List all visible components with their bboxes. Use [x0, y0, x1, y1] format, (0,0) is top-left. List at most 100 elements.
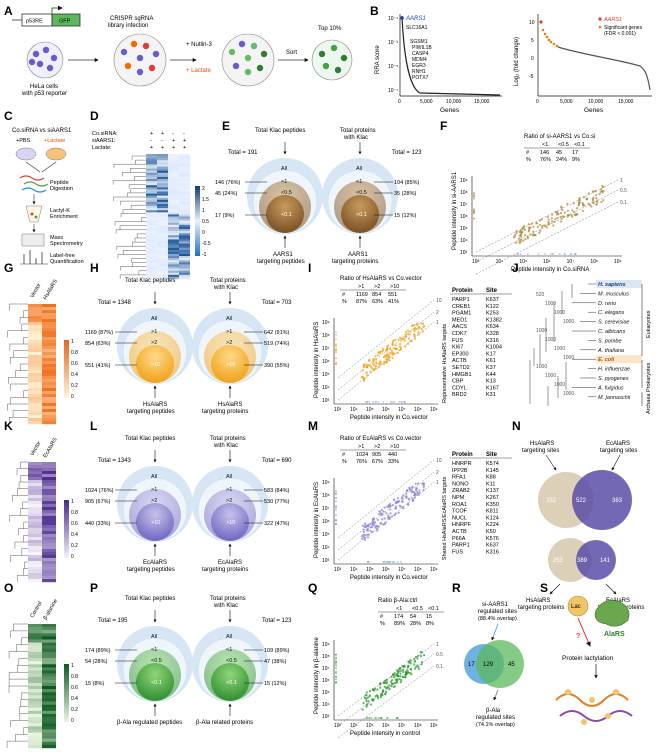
scatter-point: [422, 482, 425, 485]
scatter-point: [394, 678, 397, 681]
left-count: 1024 (76%): [85, 488, 114, 494]
table-head: Site: [486, 288, 498, 294]
y-tick: 10⁷: [322, 346, 330, 352]
d-heat-cell: [179, 274, 190, 278]
g-heat-cell: [42, 334, 56, 338]
d-row-label: siAARS1:: [92, 138, 116, 144]
scatter-point: [410, 496, 413, 499]
k-heat-cell: [28, 561, 42, 565]
k-heat-cell: [28, 549, 42, 553]
o-heat-cell: [42, 717, 56, 721]
d-heat-cell: [146, 172, 157, 176]
d-heat-cell: [179, 268, 190, 271]
s-lactylated-proteins-icon: [555, 689, 633, 725]
scatter-point: [365, 703, 368, 707]
d-tree-branch: [131, 258, 146, 263]
g-heat-cell: [42, 316, 56, 320]
level-label: <0.1: [226, 680, 237, 686]
scatter-point: [335, 361, 337, 364]
r-top-2: regulated sites: [478, 609, 517, 615]
scatter-point: [390, 351, 393, 354]
b-left-highlight: AARS1: [405, 16, 426, 22]
x-tick: 10⁴: [350, 567, 358, 573]
g-heat-cell: [28, 352, 42, 356]
table-site: K350: [486, 502, 499, 508]
scatter-point: [536, 225, 539, 228]
gfp-label: GFP: [59, 19, 71, 25]
d-heat-cell: [157, 208, 168, 211]
b-gene-label: SLC16A1: [406, 25, 428, 31]
d-row-label: Co.siRNA:: [92, 131, 118, 137]
right-total: Total = 123: [392, 150, 422, 156]
d-heat-cell: [179, 243, 190, 246]
o-scale-tick: 1: [71, 663, 74, 669]
o-heat-cell: [42, 670, 56, 674]
k-heat-cell: [42, 528, 56, 532]
d-heat-cell: [146, 274, 157, 278]
d-heat-cell: [146, 191, 157, 194]
g-heat-cell: [28, 391, 42, 395]
table-protein: ACTB: [452, 529, 467, 535]
scatter-point: [520, 238, 523, 241]
scatter-point: [383, 517, 386, 520]
scatter-point: [413, 663, 416, 666]
ratio-header: <0.1: [428, 606, 439, 612]
scatter-point: [570, 213, 573, 217]
scatter-point: [473, 192, 475, 195]
table-site: K11: [486, 481, 495, 487]
panel-b-left-plot: RRA score 10⁻¹ 10⁻³ 10⁻⁵ 10⁻⁷ AARS1 SLC1…: [375, 14, 502, 114]
d-heat-cell: [157, 185, 168, 188]
scatter-point: [335, 338, 337, 341]
k-tree-branch: [23, 521, 28, 529]
d-heat-cell: [146, 260, 157, 263]
scatter-point: [379, 696, 382, 699]
scatter-point: [335, 505, 337, 507]
b-right-ytick: 5: [531, 38, 534, 44]
d-heatmap: [146, 154, 190, 280]
b-gene-label: CASP4: [412, 51, 429, 57]
d-heat-cell: [146, 268, 157, 271]
g-heat-cell: [28, 376, 42, 380]
level-label: <0.1: [151, 680, 162, 686]
y-tick: 10⁵: [460, 226, 468, 232]
ratio-count: 15: [426, 614, 432, 620]
k-heat-cell: [42, 480, 56, 484]
d-heat-cell: [146, 264, 157, 267]
d-heat-cell: [179, 164, 190, 167]
k-heat-cell: [28, 510, 42, 514]
scatter-point: [417, 331, 420, 334]
table-site: K316: [486, 338, 499, 344]
d-heat-cell: [168, 204, 179, 207]
d-heat-cell: [146, 231, 157, 234]
b-left-ytick: 10⁻⁵: [388, 64, 398, 70]
scatter-point: [401, 668, 405, 671]
d-heat-cell: [168, 187, 179, 190]
scatter-point: [402, 337, 405, 341]
scatter-point: [600, 188, 603, 191]
g-tree-branch: [15, 370, 28, 378]
scatter-point: [373, 368, 376, 371]
d-heat-cell: [179, 199, 190, 203]
y-label: Peptide intensity in HsAlaRS: [314, 322, 320, 398]
scatter-point: [366, 561, 369, 563]
scatter-point: [368, 401, 370, 403]
g-tree-branch: [9, 417, 28, 424]
scatter-point: [362, 530, 365, 533]
b-left-ytick: 10⁻¹: [388, 16, 398, 22]
g-heat-cell: [28, 364, 42, 368]
scatter-point: [369, 523, 372, 526]
scatter-point: [540, 226, 544, 229]
treated-cells-icon: [228, 40, 268, 76]
scatter-point: [407, 664, 410, 667]
d-scale-tick: -1: [202, 252, 207, 258]
scatter-point: [379, 522, 382, 525]
group-label: Archaea: [646, 393, 652, 414]
ratio-header: >2: [374, 444, 380, 450]
scatter-point: [412, 491, 415, 494]
n-top-right-2: targeting sites: [600, 448, 637, 454]
d-tree-branch: [130, 188, 146, 193]
d-heat-cell: [179, 233, 190, 236]
ratio-line: [337, 459, 435, 539]
level-label: <0.5: [226, 658, 237, 664]
